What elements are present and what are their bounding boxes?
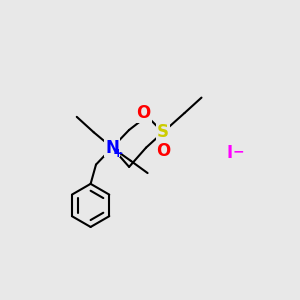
Text: +: +	[112, 146, 123, 160]
Text: I: I	[226, 144, 232, 162]
Text: N: N	[105, 139, 119, 157]
Text: O: O	[136, 104, 151, 122]
Text: S: S	[157, 123, 169, 141]
Text: O: O	[156, 142, 170, 160]
Text: −: −	[232, 145, 244, 158]
